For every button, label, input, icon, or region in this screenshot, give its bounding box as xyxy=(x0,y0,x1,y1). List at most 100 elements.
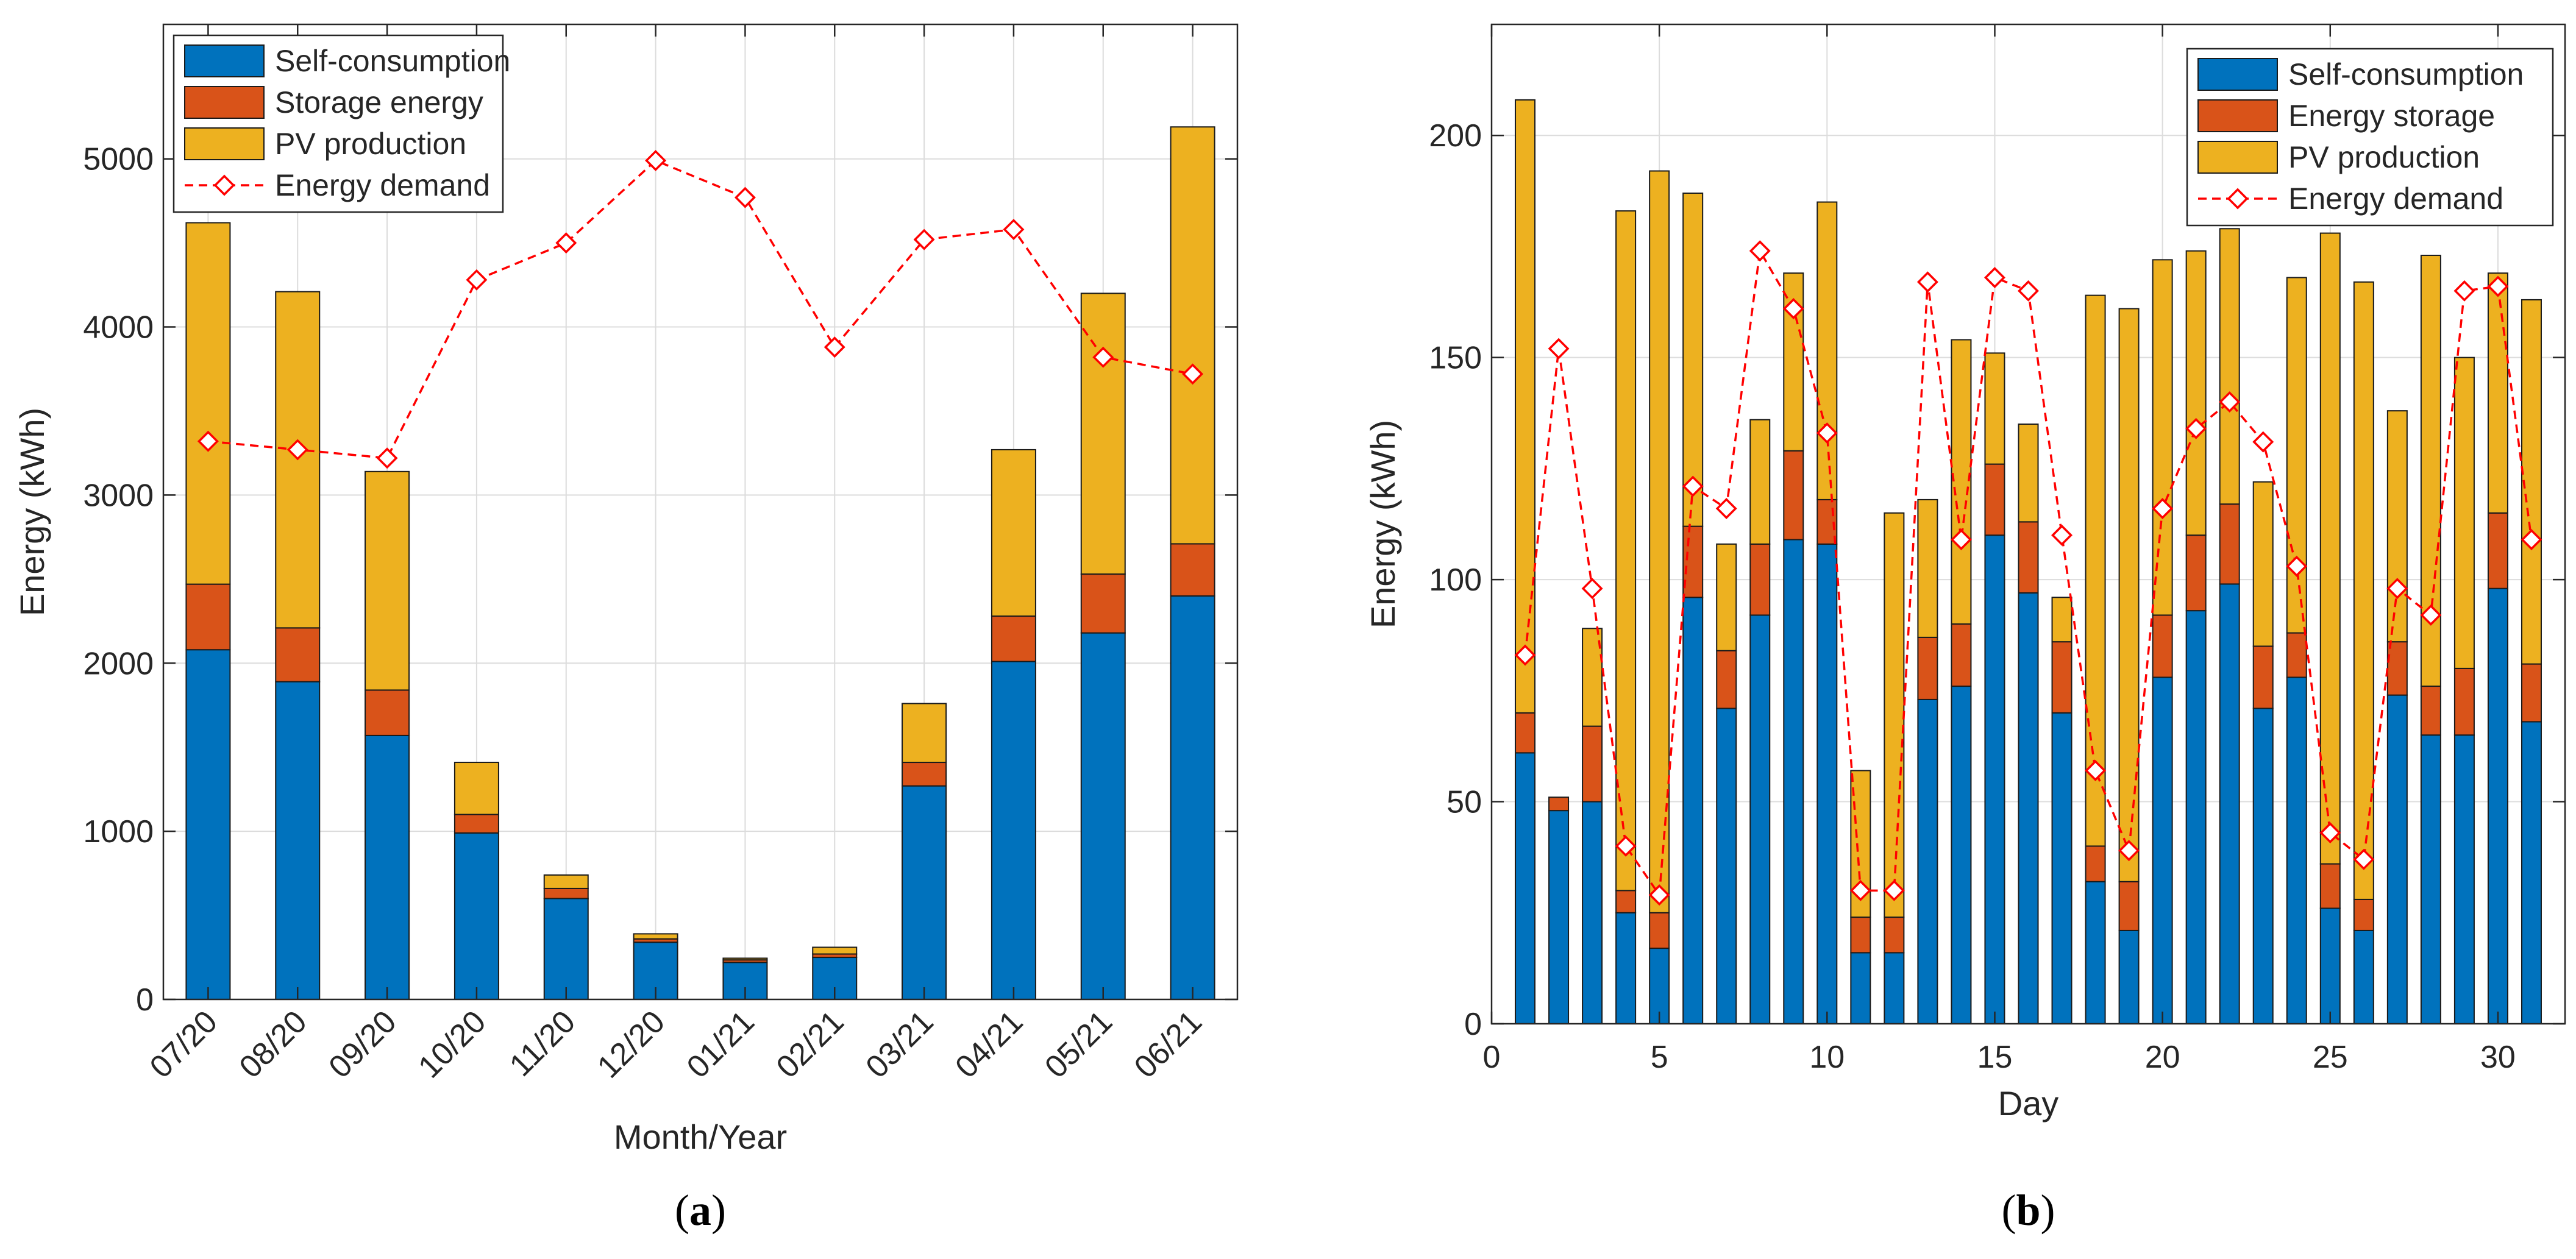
energy-demand-marker xyxy=(2185,417,2207,439)
y-tick-label: 0 xyxy=(136,982,154,1018)
energy-demand-line xyxy=(208,159,1193,459)
legend: Self-consumption Storage energy PV product… xyxy=(173,34,510,213)
bar-storage-energy xyxy=(543,887,589,899)
x-tick-label: 30 xyxy=(2480,1040,2516,1075)
bar-self-consumption xyxy=(2185,610,2207,1024)
bar-self-consumption xyxy=(902,785,947,1000)
bar-pv-production xyxy=(2286,277,2307,634)
y-tick-label: 3000 xyxy=(83,478,154,513)
energy-demand-marker xyxy=(1682,475,1704,497)
legend-entry-label: Energy demand xyxy=(2288,182,2503,216)
x-tick-label: 20 xyxy=(2145,1040,2180,1075)
bar-energy-storage xyxy=(1951,623,1972,687)
legend-swatch xyxy=(184,127,265,160)
x-axis-label: Month/Year xyxy=(614,1118,787,1156)
bar-self-consumption xyxy=(2286,676,2307,1024)
bar-storage-energy xyxy=(365,689,410,736)
y-axis-label: Energy (kWh) xyxy=(13,408,51,616)
bar-pv-production xyxy=(1515,99,1536,714)
x-tick-label: 10/20 xyxy=(411,1004,493,1085)
bar-energy-storage xyxy=(1917,636,1938,700)
x-tick-label: 06/21 xyxy=(1128,1004,1209,1085)
bar-self-consumption xyxy=(1749,614,1771,1024)
bar-self-consumption xyxy=(1548,810,1570,1024)
bar-storage-energy xyxy=(185,583,231,651)
bar-energy-storage xyxy=(2319,863,2341,909)
legend-marker-swatch xyxy=(2227,188,2249,210)
energy-demand-marker xyxy=(2085,760,2107,782)
energy-demand-marker xyxy=(2152,498,2174,519)
legend-entry-label: PV production xyxy=(2288,140,2480,174)
bar-self-consumption xyxy=(2152,676,2173,1024)
bar-self-consumption xyxy=(1170,595,1215,1000)
bar-self-consumption xyxy=(2487,587,2508,1024)
energy-demand-marker xyxy=(1715,498,1737,519)
bar-energy-storage xyxy=(1615,890,1637,913)
bar-self-consumption xyxy=(2118,929,2140,1025)
bar-energy-storage xyxy=(2118,881,2140,931)
energy-demand-marker xyxy=(1749,240,1771,262)
bar-self-consumption xyxy=(1682,597,1704,1024)
bar-self-consumption xyxy=(1917,698,1938,1024)
bar-self-consumption xyxy=(2386,694,2408,1024)
x-tick-label: 5 xyxy=(1651,1040,1668,1075)
bar-self-consumption xyxy=(1850,952,1871,1025)
energy-demand-marker xyxy=(1581,578,1603,600)
energy-demand-marker xyxy=(2051,524,2073,546)
bar-energy-storage xyxy=(2219,503,2240,585)
bar-energy-storage xyxy=(1649,912,1670,949)
axes-frame xyxy=(1490,23,2566,1025)
legend-swatch xyxy=(184,86,265,119)
bar-self-consumption xyxy=(543,898,589,1001)
bar-pv-production xyxy=(633,933,678,940)
bar-storage-energy xyxy=(902,762,947,787)
bar-pv-production xyxy=(2219,228,2240,505)
bar-energy-storage xyxy=(1716,650,1737,709)
energy-demand-marker xyxy=(2319,822,2341,844)
bar-storage-energy xyxy=(454,814,499,834)
energy-demand-marker xyxy=(1984,266,2005,288)
bar-energy-storage xyxy=(2386,641,2408,696)
energy-demand-marker xyxy=(2386,578,2408,600)
panel-label: (b) xyxy=(2001,1186,2055,1235)
chart-b: 0 50 100 150 200 0 5 10 15 20 25 30 Day Energy (kWh) (… xyxy=(1364,23,2566,1235)
chart-a: 0 1000 2000 3000 4000 5000 07/20 08/20 09/20 10/2… xyxy=(13,23,1239,1235)
bar-self-consumption xyxy=(2420,734,2441,1024)
bar-energy-storage xyxy=(2521,663,2542,723)
bar-energy-storage xyxy=(1984,463,2005,536)
bar-energy-storage xyxy=(2286,632,2307,678)
bar-pv-production xyxy=(543,874,589,889)
x-tick-label: 03/21 xyxy=(859,1004,941,1085)
bar-self-consumption xyxy=(1884,952,1905,1025)
energy-demand-marker xyxy=(1003,219,1025,241)
bar-pv-production xyxy=(2487,272,2508,514)
energy-demand-marker xyxy=(376,447,398,469)
y-tick-label: 0 xyxy=(1464,1007,1482,1042)
bar-storage-energy xyxy=(275,627,321,683)
y-axis-label: Energy (kWh) xyxy=(1364,420,1402,628)
bar-pv-production xyxy=(2453,356,2475,669)
energy-demand-marker xyxy=(1092,346,1114,368)
energy-demand-marker xyxy=(1648,884,1670,906)
x-tick-label: 09/20 xyxy=(322,1004,404,1085)
legend-swatch xyxy=(2197,141,2278,174)
bar-self-consumption xyxy=(1783,539,1804,1024)
x-tick-label: 15 xyxy=(1977,1040,2013,1075)
legend: Self-consumption Energy storage PV product… xyxy=(2186,48,2554,227)
axes-frame xyxy=(162,23,1239,1001)
bar-energy-storage xyxy=(1682,525,1704,598)
bar-energy-storage xyxy=(2453,667,2475,736)
bar-pv-production xyxy=(1884,512,1905,918)
bar-pv-production xyxy=(812,946,858,955)
bar-pv-production xyxy=(902,703,947,764)
y-tick-label: 5000 xyxy=(83,142,154,177)
energy-demand-marker xyxy=(2118,840,2140,862)
x-tick-label: 02/21 xyxy=(770,1004,851,1085)
bar-self-consumption xyxy=(365,734,410,1001)
bar-pv-production xyxy=(2319,232,2341,865)
bar-pv-production xyxy=(722,957,768,961)
bar-self-consumption xyxy=(2252,708,2274,1024)
bar-self-consumption xyxy=(1582,801,1603,1024)
bar-energy-storage xyxy=(2353,898,2374,931)
